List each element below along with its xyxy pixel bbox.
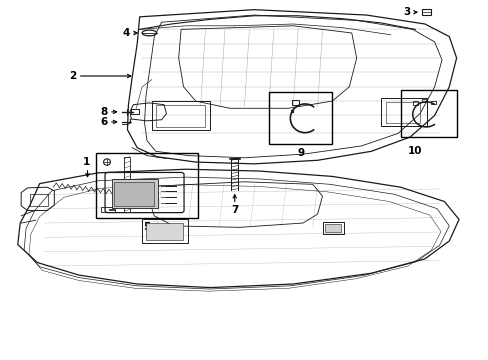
Bar xyxy=(421,9,430,15)
Bar xyxy=(142,220,188,243)
Bar xyxy=(291,100,298,105)
Bar xyxy=(268,92,331,144)
Text: 8: 8 xyxy=(101,107,108,117)
Bar xyxy=(380,98,427,126)
Bar xyxy=(421,99,426,102)
Bar xyxy=(400,90,456,137)
Text: 2: 2 xyxy=(69,71,76,81)
Text: 7: 7 xyxy=(231,205,238,215)
Bar xyxy=(412,102,417,105)
Text: 9: 9 xyxy=(296,148,304,158)
Bar xyxy=(152,101,210,130)
Bar xyxy=(325,225,340,232)
Bar xyxy=(114,182,154,206)
Bar xyxy=(112,179,158,208)
Bar xyxy=(385,102,419,123)
Text: 5: 5 xyxy=(143,222,150,232)
Text: 10: 10 xyxy=(407,146,422,156)
Bar xyxy=(96,153,198,218)
Bar xyxy=(430,101,435,104)
Bar xyxy=(156,105,204,127)
Bar xyxy=(146,223,182,240)
Text: 1: 1 xyxy=(82,157,89,167)
Text: 6: 6 xyxy=(101,117,108,127)
Bar xyxy=(131,109,139,114)
Bar xyxy=(30,194,48,206)
Text: 3: 3 xyxy=(402,7,409,17)
Text: 4: 4 xyxy=(122,28,130,38)
Bar xyxy=(322,222,344,234)
